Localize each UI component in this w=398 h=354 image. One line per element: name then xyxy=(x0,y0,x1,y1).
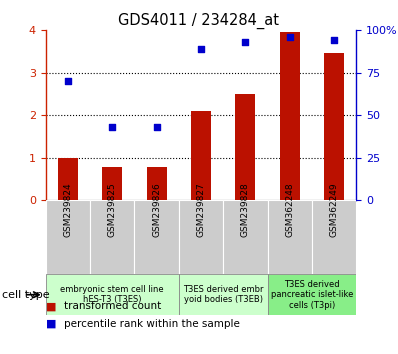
Bar xyxy=(179,200,223,274)
Bar xyxy=(102,167,122,200)
Text: T3ES derived
pancreatic islet-like
cells (T3pi): T3ES derived pancreatic islet-like cells… xyxy=(271,280,353,310)
Bar xyxy=(146,167,167,200)
Bar xyxy=(46,274,179,315)
Bar xyxy=(267,200,312,274)
Point xyxy=(109,124,115,130)
Point xyxy=(287,34,293,40)
Text: GSM239825: GSM239825 xyxy=(108,182,117,237)
Bar xyxy=(324,53,344,200)
Point xyxy=(242,39,248,45)
Bar xyxy=(267,274,356,315)
Point xyxy=(154,124,160,130)
Bar xyxy=(312,200,356,274)
Text: percentile rank within the sample: percentile rank within the sample xyxy=(64,319,240,329)
Text: GSM239824: GSM239824 xyxy=(63,183,72,237)
Text: GDS4011 / 234284_at: GDS4011 / 234284_at xyxy=(119,12,279,29)
Text: T3ES derived embr
yoid bodies (T3EB): T3ES derived embr yoid bodies (T3EB) xyxy=(183,285,263,304)
Text: GSM362249: GSM362249 xyxy=(330,183,339,237)
Text: ■: ■ xyxy=(46,301,56,311)
Point xyxy=(198,46,204,52)
Bar xyxy=(135,200,179,274)
Text: GSM362248: GSM362248 xyxy=(285,183,294,237)
Bar xyxy=(46,200,90,274)
Text: GSM239826: GSM239826 xyxy=(152,182,161,237)
Bar xyxy=(90,200,135,274)
Bar xyxy=(235,94,256,200)
Bar xyxy=(58,158,78,200)
Point xyxy=(65,78,71,84)
Bar xyxy=(179,274,267,315)
Text: embryonic stem cell line
hES-T3 (T3ES): embryonic stem cell line hES-T3 (T3ES) xyxy=(60,285,164,304)
Text: cell type: cell type xyxy=(2,290,50,300)
Text: ■: ■ xyxy=(46,319,56,329)
Bar xyxy=(191,111,211,200)
Text: GSM239828: GSM239828 xyxy=(241,182,250,237)
Bar xyxy=(223,200,267,274)
Point xyxy=(331,38,337,43)
Text: transformed count: transformed count xyxy=(64,301,161,311)
Bar xyxy=(280,32,300,200)
Text: GSM239827: GSM239827 xyxy=(197,182,205,237)
